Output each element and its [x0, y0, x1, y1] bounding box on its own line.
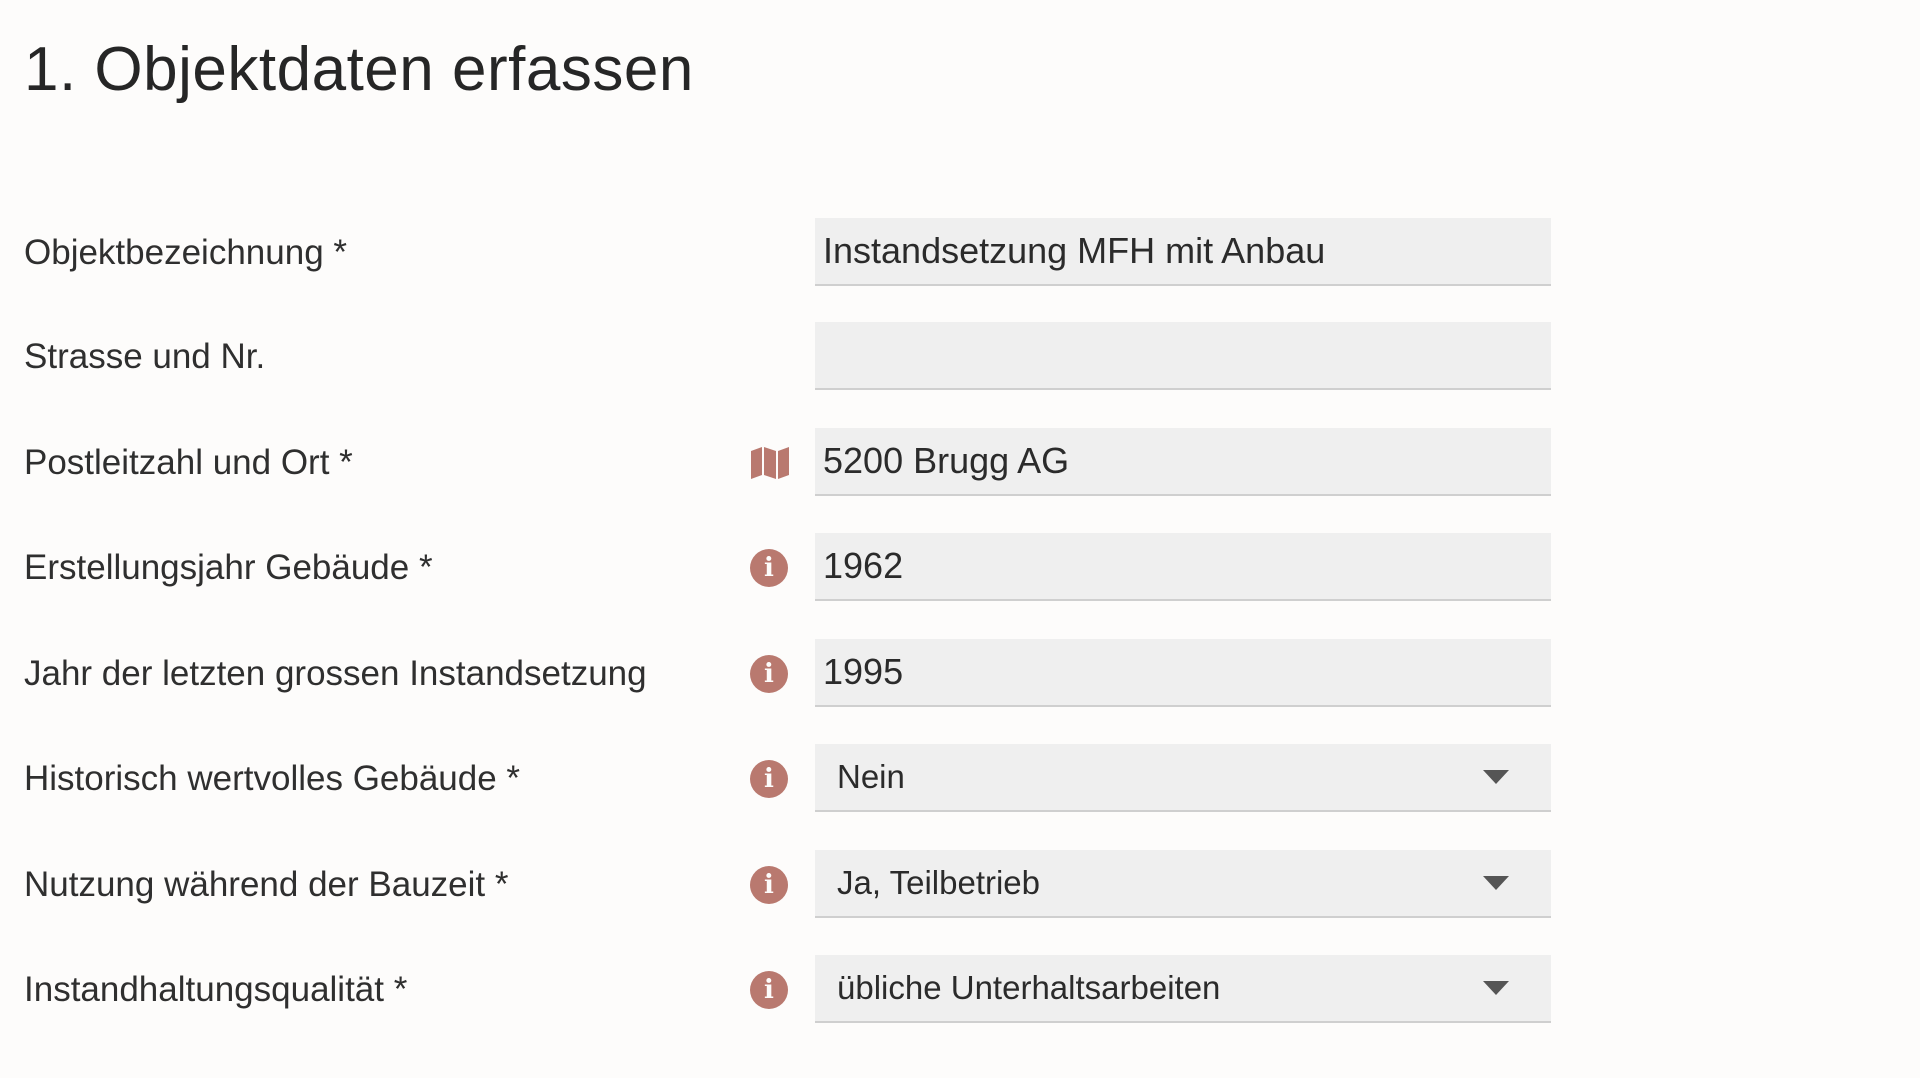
chevron-down-icon[interactable] [1483, 981, 1509, 995]
maintenance-quality-label: Instandhaltungsqualität * [24, 970, 408, 1009]
maintenance-quality-selected-value: übliche Unterhaltsarbeiten [837, 969, 1221, 1006]
construction-year-label: Erstellungsjahr Gebäude * [24, 548, 433, 587]
form-row-postal-city: Postleitzahl und Ort * [0, 428, 1920, 498]
historic-building-select[interactable]: Nein [815, 744, 1551, 812]
chevron-down-icon[interactable] [1483, 876, 1509, 890]
historic-building-label: Historisch wertvolles Gebäude * [24, 759, 521, 798]
info-icon[interactable]: i [750, 549, 788, 587]
use-during-construction-select[interactable]: Ja, Teilbetrieb [815, 850, 1551, 918]
info-icon[interactable]: i [750, 866, 788, 904]
object-name-input[interactable] [815, 218, 1551, 286]
form-row-construction-year: Erstellungsjahr Gebäude * i [0, 533, 1920, 603]
construction-year-input[interactable] [815, 533, 1551, 601]
info-icon[interactable]: i [750, 760, 788, 798]
info-icon[interactable]: i [750, 971, 788, 1009]
postal-city-input[interactable] [815, 428, 1551, 496]
street-input[interactable] [815, 322, 1551, 390]
object-name-label: Objektbezeichnung * [24, 233, 347, 272]
map-icon[interactable] [750, 446, 790, 480]
last-renovation-year-label: Jahr der letzten grossen Instandsetzung [24, 654, 647, 693]
historic-building-selected-value: Nein [837, 758, 905, 795]
use-during-construction-selected-value: Ja, Teilbetrieb [837, 864, 1041, 901]
form-row-object-name: Objektbezeichnung * [0, 218, 1920, 288]
last-renovation-year-input[interactable] [815, 639, 1551, 707]
page-title: 1. Objektdaten erfassen [24, 35, 694, 104]
chevron-down-icon[interactable] [1483, 770, 1509, 784]
form-row-maintenance-quality: Instandhaltungsqualität * i übliche Unte… [0, 955, 1920, 1025]
form-row-historic-building: Historisch wertvolles Gebäude * i Nein [0, 744, 1920, 814]
maintenance-quality-select[interactable]: übliche Unterhaltsarbeiten [815, 955, 1551, 1023]
street-label: Strasse und Nr. [24, 337, 266, 376]
form-row-street: Strasse und Nr. [0, 322, 1920, 392]
form-row-use-during-construction: Nutzung während der Bauzeit * i Ja, Teil… [0, 850, 1920, 920]
postal-city-label: Postleitzahl und Ort * [24, 443, 353, 482]
use-during-construction-label: Nutzung während der Bauzeit * [24, 865, 509, 904]
info-icon[interactable]: i [750, 655, 788, 693]
form-row-last-renovation-year: Jahr der letzten grossen Instandsetzung … [0, 639, 1920, 709]
